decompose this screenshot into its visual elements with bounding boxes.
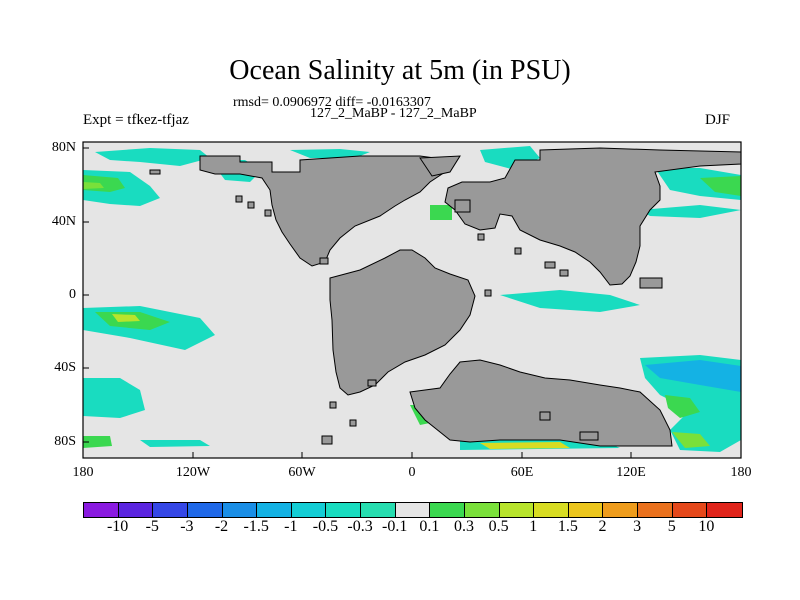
colorbar-label: 3: [633, 518, 642, 535]
colorbar-label: -0.3: [347, 518, 373, 535]
colorbar-swatch: [707, 503, 742, 517]
land-island: [544, 261, 556, 269]
land-antarctica: [409, 359, 673, 447]
lon-tick-label: 0: [408, 465, 416, 480]
colorbar-label: -2: [214, 518, 229, 535]
anomaly-patch: [480, 442, 570, 449]
anomaly-patch: [645, 360, 741, 392]
lat-tick-label: 80N: [51, 140, 76, 155]
colorbar-swatch: [672, 503, 708, 517]
colorbar-swatch: [638, 503, 673, 517]
anomaly-patch: [665, 395, 700, 418]
anomaly-patch: [83, 182, 104, 189]
colorbar-label: 0.3: [453, 518, 474, 535]
land-island: [477, 233, 485, 241]
colorbar-swatch: [222, 503, 258, 517]
land-island: [484, 289, 492, 297]
colorbar-label: 0.5: [488, 518, 509, 535]
anomaly-patch: [83, 436, 112, 448]
colorbar-label: 5: [667, 518, 676, 535]
colorbar-swatch: [326, 503, 361, 517]
anomaly-patch: [700, 176, 741, 196]
colorbar-label: -1.5: [243, 518, 269, 535]
anomaly-patch: [95, 148, 210, 166]
land-island: [349, 419, 357, 427]
land-island: [639, 277, 663, 289]
colorbar-label: -1: [284, 518, 298, 535]
colorbar-swatch: [153, 503, 188, 517]
colorbar-swatch: [395, 503, 431, 517]
colorbar-label: -0.1: [382, 518, 408, 535]
land-island: [319, 257, 329, 265]
anomaly-patch: [500, 290, 640, 312]
land-island: [235, 195, 243, 203]
lon-tick-label: 180: [72, 465, 94, 480]
colorbar-swatch: [361, 503, 396, 517]
season-label: DJF: [705, 112, 731, 128]
colorbar-label: 0.1: [419, 518, 440, 535]
colorbar-label: 2: [598, 518, 607, 535]
colorbar-swatch: [499, 503, 535, 517]
anomaly-patch: [83, 378, 145, 418]
colorbar-swatch: [534, 503, 569, 517]
land-island: [539, 411, 551, 421]
anomaly-patch: [430, 205, 452, 220]
colorbar-swatch: [257, 503, 292, 517]
lon-tick-label: 120W: [175, 465, 211, 480]
land-island: [321, 435, 333, 445]
page-title: Ocean Salinity at 5m (in PSU): [229, 55, 571, 86]
experiment-label: Expt = tfkez-tfjaz: [83, 112, 189, 128]
anomaly-patch: [140, 440, 210, 447]
land-island: [514, 247, 522, 255]
lat-tick-label: 40N: [51, 214, 76, 229]
land-island: [149, 169, 161, 175]
anomaly-patch: [290, 149, 370, 158]
lat-tick-label: 0: [69, 287, 76, 302]
colorbar-label: 10: [698, 518, 715, 535]
colorbar-label: -5: [145, 518, 159, 535]
land-masses: [149, 147, 742, 447]
land-island: [329, 401, 337, 409]
stats-line: rmsd= 0.0906972 diff= -0.0163307: [233, 95, 431, 110]
colorbar-label: 1: [529, 518, 538, 535]
experiment-subtitle: 127_2_MaBP - 127_2_MaBP: [310, 106, 477, 121]
lon-tick-label: 60W: [288, 465, 316, 480]
anomaly-patches: [83, 146, 741, 452]
colorbar-swatch: [291, 503, 327, 517]
land-island: [559, 269, 569, 277]
colorbar-swatch: [187, 503, 223, 517]
land-south-america: [329, 249, 476, 396]
land-africa: [454, 199, 471, 213]
anomaly-patch: [672, 432, 710, 448]
anomaly-patch: [112, 314, 140, 322]
land-island: [247, 201, 255, 209]
colorbar-label: -3: [180, 518, 194, 535]
colorbar: [83, 502, 743, 518]
axis-ticks: [82, 147, 742, 458]
colorbar-label: -0.5: [312, 518, 339, 535]
colorbar-swatch: [603, 503, 638, 517]
lon-tick-label: 120E: [616, 465, 646, 480]
land-island: [264, 209, 272, 217]
colorbar-label: -10: [106, 518, 129, 535]
colorbar-swatch: [568, 503, 604, 517]
anomaly-patch: [640, 205, 741, 218]
lat-tick-label: 40S: [54, 360, 76, 375]
colorbar-label: 1.5: [557, 518, 578, 535]
land-island: [367, 379, 377, 387]
colorbar-swatch: [430, 503, 465, 517]
land-greenland: [419, 155, 461, 177]
colorbar-swatch: [84, 503, 119, 517]
lat-tick-label: 80S: [54, 434, 76, 449]
lon-tick-label: 60E: [510, 465, 534, 480]
land-north-america: [199, 155, 451, 267]
colorbar-swatch: [118, 503, 154, 517]
colorbar-swatch: [464, 503, 500, 517]
lon-tick-label: 180: [730, 465, 752, 480]
land-island: [579, 431, 599, 441]
